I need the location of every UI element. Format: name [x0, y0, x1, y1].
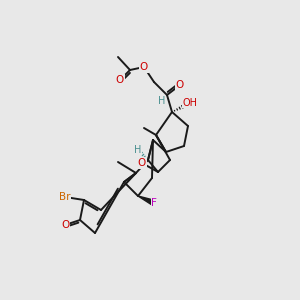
Text: F: F: [151, 198, 157, 208]
Text: O: O: [176, 80, 184, 90]
Text: OH: OH: [182, 98, 197, 108]
Text: O: O: [116, 75, 124, 85]
Text: O: O: [140, 62, 148, 72]
Polygon shape: [138, 196, 155, 206]
Text: H: H: [158, 96, 166, 106]
Text: Br: Br: [59, 192, 71, 202]
Text: O: O: [61, 220, 69, 230]
Text: H: H: [134, 145, 142, 155]
Text: O: O: [138, 158, 146, 168]
